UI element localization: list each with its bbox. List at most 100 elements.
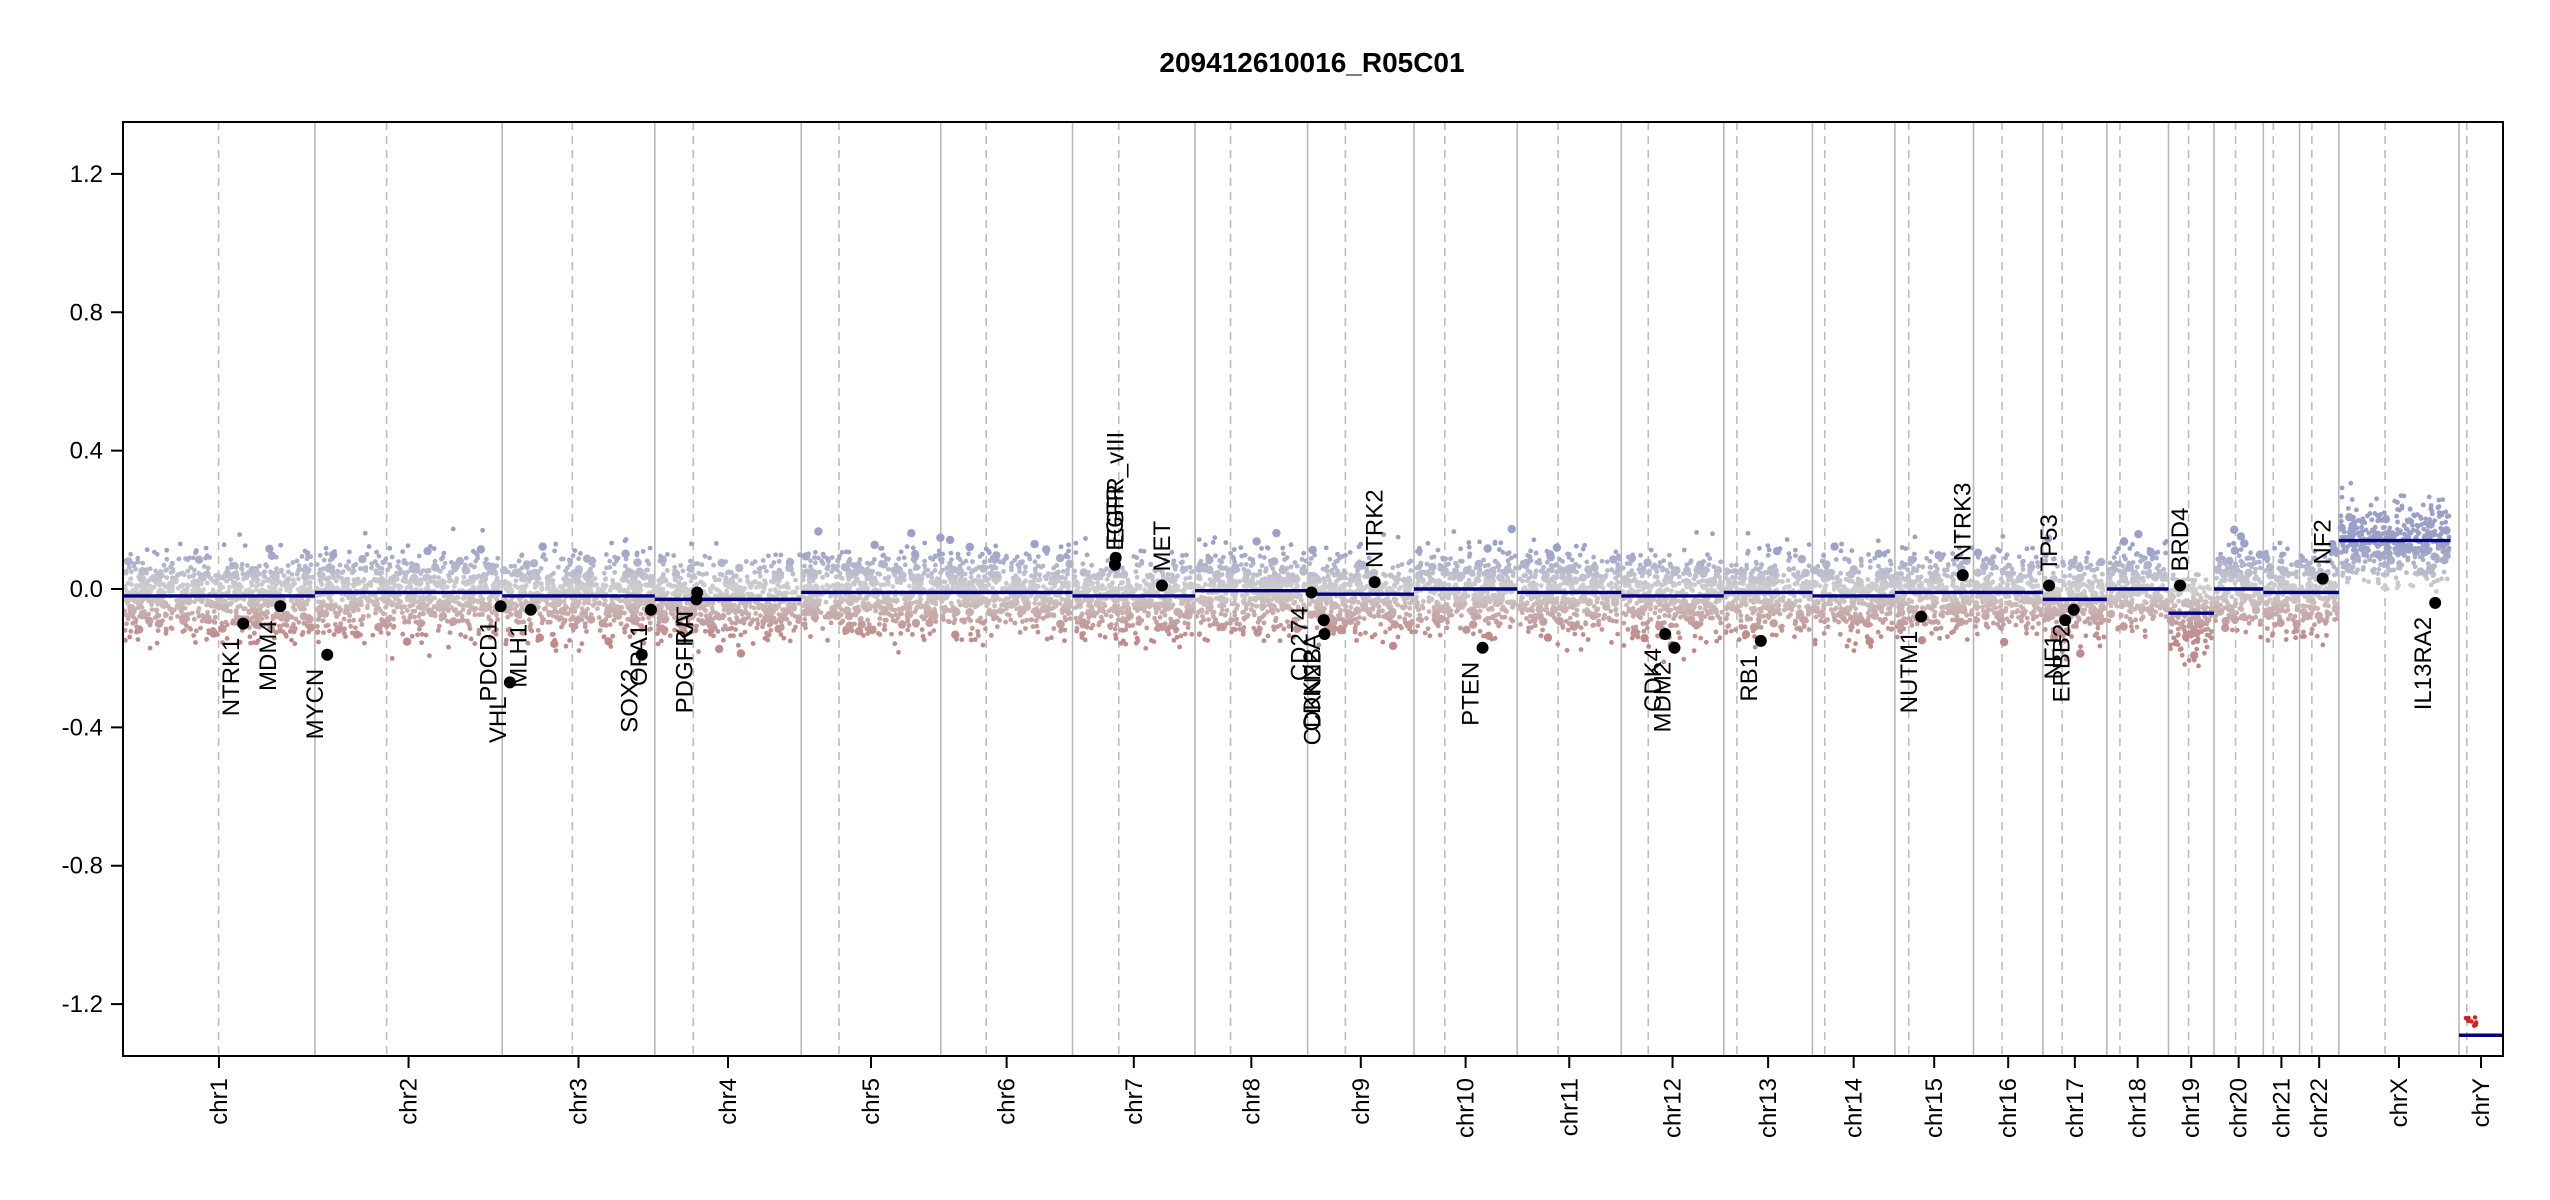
probe-point xyxy=(727,616,732,622)
probe-point xyxy=(1202,542,1208,548)
probe-point xyxy=(622,597,628,603)
probe-point xyxy=(561,598,567,604)
probe-point xyxy=(691,573,697,578)
probe-point xyxy=(750,592,755,598)
probe-point xyxy=(602,577,608,582)
probe-point xyxy=(233,562,238,568)
probe-point xyxy=(952,568,958,573)
probe-point xyxy=(956,599,962,604)
probe-point xyxy=(823,599,829,605)
probe-point xyxy=(812,555,817,560)
probe-point xyxy=(1108,614,1114,619)
probe-point xyxy=(766,622,772,628)
probe-point xyxy=(596,615,602,620)
probe-point xyxy=(724,590,730,595)
probe-point xyxy=(757,573,763,579)
probe-point xyxy=(467,626,473,631)
probe-point xyxy=(161,562,167,568)
probe-point xyxy=(187,555,193,561)
probe-point xyxy=(604,565,609,571)
probe-point xyxy=(1218,565,1224,571)
probe-point xyxy=(1146,610,1151,616)
probe-point xyxy=(225,569,231,574)
probe-point xyxy=(503,569,508,575)
probe-point xyxy=(488,622,493,628)
probe-point xyxy=(766,553,771,559)
probe-point xyxy=(604,637,613,646)
probe-point xyxy=(802,616,808,622)
probe-point xyxy=(301,572,310,581)
probe-point xyxy=(573,604,579,610)
probe-point xyxy=(512,563,518,569)
probe-point xyxy=(1073,615,1079,621)
probe-point xyxy=(657,582,662,587)
probe-point xyxy=(689,541,694,547)
probe-point xyxy=(227,584,232,590)
probe-point xyxy=(879,545,885,551)
probe-point xyxy=(994,615,1000,620)
probe-point xyxy=(261,570,267,575)
probe-point xyxy=(1151,639,1157,644)
probe-point xyxy=(993,543,999,549)
probe-point xyxy=(535,627,541,633)
probe-point xyxy=(472,612,478,618)
probe-point xyxy=(1257,615,1263,621)
probe-point xyxy=(317,553,323,558)
probe-point xyxy=(436,623,442,629)
probe-point xyxy=(442,560,448,566)
probe-point xyxy=(1161,596,1167,602)
probe-point xyxy=(1224,597,1229,602)
probe-point xyxy=(1080,561,1086,567)
probe-point xyxy=(447,630,453,635)
probe-point xyxy=(609,597,615,603)
probe-point xyxy=(194,555,204,564)
probe-point xyxy=(355,576,361,582)
probe-point xyxy=(1016,581,1022,587)
probe-point xyxy=(352,579,358,585)
probe-point xyxy=(142,609,147,614)
probe-point xyxy=(678,563,684,568)
probe-point xyxy=(1173,628,1179,634)
probe-point xyxy=(610,578,615,583)
probe-point xyxy=(286,576,292,582)
probe-point xyxy=(273,590,279,596)
probe-point xyxy=(138,567,147,576)
probe-point xyxy=(709,605,715,611)
probe-point xyxy=(1252,537,1261,546)
probe-point xyxy=(400,569,406,575)
probe-point xyxy=(851,580,856,586)
probe-point xyxy=(699,620,704,626)
probe-point xyxy=(701,582,707,588)
probe-point xyxy=(519,602,525,607)
probe-point xyxy=(910,545,916,551)
probe-point xyxy=(1261,638,1267,644)
probe-point xyxy=(802,600,808,605)
probe-point xyxy=(974,598,980,604)
probe-point xyxy=(135,583,141,589)
probe-point xyxy=(476,631,482,637)
probe-point xyxy=(154,619,164,628)
probe-point xyxy=(545,580,551,586)
probe-point xyxy=(779,571,785,576)
probe-point xyxy=(466,622,472,628)
probe-point xyxy=(957,563,963,569)
probe-point xyxy=(521,619,526,625)
probe-point xyxy=(572,576,581,585)
probe-point xyxy=(1023,564,1028,570)
probe-point xyxy=(168,569,174,575)
probe-point xyxy=(417,611,423,617)
probe-point xyxy=(1067,616,1073,621)
probe-point xyxy=(1133,630,1138,636)
probe-point xyxy=(1261,555,1267,560)
probe-point xyxy=(610,633,616,639)
probe-point xyxy=(290,605,296,610)
probe-point xyxy=(357,580,362,586)
probe-point xyxy=(362,583,368,589)
probe-point xyxy=(377,576,386,585)
probe-point xyxy=(607,558,613,564)
probe-point xyxy=(765,607,774,616)
probe-point xyxy=(1253,628,1262,637)
probe-point xyxy=(686,572,692,578)
probe-point xyxy=(1221,554,1226,560)
probe-point xyxy=(360,614,366,619)
